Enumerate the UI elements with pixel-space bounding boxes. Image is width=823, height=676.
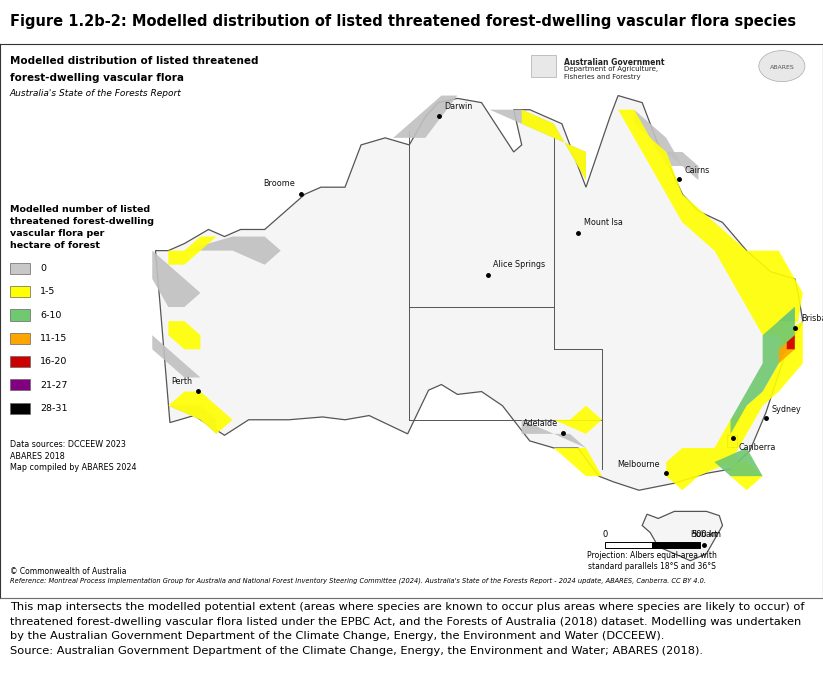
FancyBboxPatch shape [10,333,30,344]
Polygon shape [522,110,586,180]
Polygon shape [779,307,795,321]
Text: Cairns: Cairns [685,166,709,174]
Polygon shape [554,406,602,434]
Text: forest-dwelling vascular flora: forest-dwelling vascular flora [10,73,184,82]
Polygon shape [554,448,602,476]
Text: Brisbane: Brisbane [801,314,823,323]
Text: 0: 0 [602,530,607,539]
Text: Projection: Albers equal-area with
standard parallels 18°S and 36°S: Projection: Albers equal-area with stand… [588,551,717,571]
FancyBboxPatch shape [10,310,30,320]
Text: Canberra: Canberra [738,443,776,452]
Text: Broome: Broome [263,179,295,188]
Text: Alice Springs: Alice Springs [494,260,546,269]
Bar [531,55,556,77]
Bar [652,542,700,548]
Text: Darwin: Darwin [444,101,473,111]
Polygon shape [184,237,281,265]
Polygon shape [667,152,699,180]
Text: Department of Agriculture,: Department of Agriculture, [564,66,658,72]
Text: Reference: Montreal Process Implementation Group for Australia and National Fore: Reference: Montreal Process Implementati… [10,578,706,584]
Polygon shape [152,335,201,377]
Text: Figure 1.2b-2: Modelled distribution of listed threatened forest-dwelling vascul: Figure 1.2b-2: Modelled distribution of … [10,14,796,30]
Polygon shape [156,95,802,490]
Text: Australian Government: Australian Government [564,58,664,67]
Polygon shape [667,321,802,490]
Text: Modelled distribution of listed threatened: Modelled distribution of listed threaten… [10,56,258,66]
Polygon shape [618,110,802,335]
Text: 1-5: 1-5 [40,287,56,297]
Polygon shape [642,511,723,560]
Text: 500: 500 [691,530,708,539]
Polygon shape [169,406,216,434]
Polygon shape [779,335,795,364]
Text: Data sources: DCCEEW 2023
ABARES 2018
Map compiled by ABARES 2024: Data sources: DCCEEW 2023 ABARES 2018 Ma… [10,439,137,473]
Polygon shape [635,110,682,166]
Text: Australia's State of the Forests Report: Australia's State of the Forests Report [10,89,182,99]
Text: Hobart: Hobart [690,531,718,539]
FancyBboxPatch shape [10,286,30,297]
Text: 16-20: 16-20 [40,358,67,366]
Text: Mount Isa: Mount Isa [584,218,622,227]
Polygon shape [714,448,763,476]
Text: Modelled number of listed
threatened forest-dwelling
vascular flora per
hectare : Modelled number of listed threatened for… [10,205,154,250]
Text: ABARES: ABARES [770,65,794,70]
Polygon shape [169,391,233,434]
Circle shape [759,51,805,82]
Polygon shape [787,335,795,349]
FancyBboxPatch shape [10,379,30,391]
Text: © Commonwealth of Australia: © Commonwealth of Australia [10,567,127,576]
Polygon shape [393,95,458,138]
Text: km: km [708,530,721,539]
Polygon shape [425,110,586,180]
Polygon shape [152,251,201,307]
Polygon shape [169,321,201,349]
FancyBboxPatch shape [10,263,30,274]
Bar [605,542,652,548]
Text: This map intersects the modelled potential extent (areas where species are known: This map intersects the modelled potenti… [10,602,804,656]
Text: Adelaide: Adelaide [523,419,558,429]
Polygon shape [522,420,586,448]
Text: 28-31: 28-31 [40,404,67,413]
Text: 21-27: 21-27 [40,381,67,389]
Text: 11-15: 11-15 [40,334,67,343]
Polygon shape [731,462,763,490]
Text: 6-10: 6-10 [40,311,62,320]
Text: Perth: Perth [171,377,193,387]
Text: Sydney: Sydney [772,404,802,414]
Text: 0: 0 [40,264,46,273]
Text: Melbourne: Melbourne [617,460,660,469]
FancyBboxPatch shape [10,403,30,414]
Text: Fisheries and Forestry: Fisheries and Forestry [564,74,640,80]
Polygon shape [169,237,216,265]
Polygon shape [731,307,795,434]
FancyBboxPatch shape [10,356,30,367]
